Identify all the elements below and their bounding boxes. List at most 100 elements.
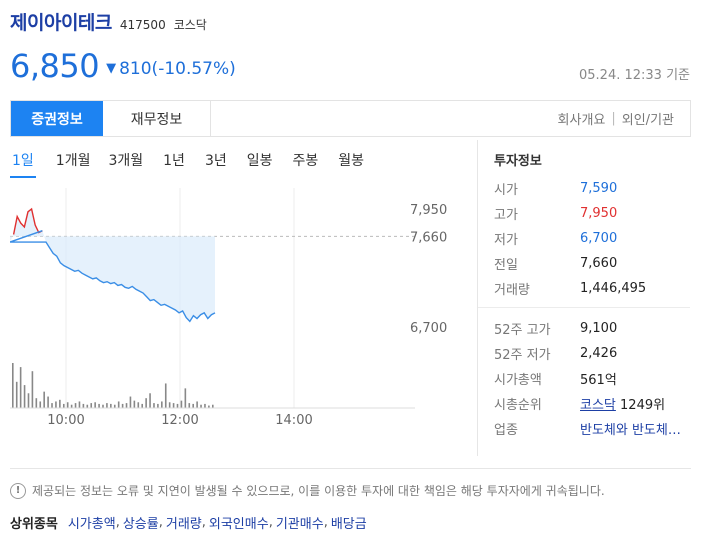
x-tick-label-0: 10:00 — [47, 413, 84, 428]
volume-bar-46 — [192, 403, 194, 408]
volume-bar-9 — [47, 396, 49, 408]
company-overview-link[interactable]: 회사개요 — [557, 113, 606, 128]
top-link-volume[interactable]: 거래량 — [165, 517, 202, 532]
info-row-sector: 업종 반도체와 반도체장비 — [494, 416, 694, 441]
volume-bar-26 — [113, 404, 116, 408]
volume-bar-39 — [164, 383, 167, 408]
top-link-gainers[interactable]: 상승률 — [122, 517, 159, 532]
top-link-market-cap[interactable]: 시가총액 — [67, 517, 116, 532]
volume-bar-21 — [94, 402, 96, 408]
info-divider — [478, 307, 690, 308]
volume-bar-40 — [168, 402, 171, 408]
disclaimer: ! 제공되는 정보는 오류 및 지연이 발생될 수 있으므로, 이를 이용한 투… — [10, 482, 605, 499]
y-tick-label-2: 6,700 — [410, 321, 447, 336]
timestamp: 05.24. 12:33 기준 — [579, 68, 690, 83]
volume-bar-25 — [110, 403, 112, 408]
stock-code: 417500 — [119, 18, 166, 32]
period-selector: 1일 1개월 3개월 1년 3년 일봉 주봉 월봉 — [10, 150, 366, 180]
period-weekly[interactable]: 주봉 — [292, 153, 319, 169]
high52-value: 9,100 — [580, 321, 618, 336]
volume-bar-34 — [145, 398, 147, 408]
horizontal-divider — [10, 468, 691, 469]
volume-bar-6 — [35, 398, 38, 408]
investment-info: 투자정보 시가 7,590 고가 7,950 저가 6,700 전일 7,660… — [478, 150, 694, 441]
volume-bar-48 — [200, 404, 202, 408]
volume-bar-7 — [39, 401, 42, 408]
volume-bar-1 — [15, 381, 18, 408]
rank-market-link[interactable]: 코스닥 — [580, 398, 616, 413]
prev-close-value: 7,660 — [580, 256, 618, 271]
volume-bar-2 — [19, 367, 22, 408]
volume-bar-42 — [176, 403, 179, 408]
intraday-chart[interactable]: 7,950 7,660 6,700 10:00 12:00 14:00 — [10, 188, 470, 433]
high-value: 7,950 — [580, 206, 618, 221]
low-label: 저가 — [494, 233, 518, 248]
volume-bar-22 — [98, 403, 100, 408]
volume-bar-13 — [62, 403, 65, 408]
period-1y[interactable]: 1년 — [163, 153, 185, 169]
tab-financial-info[interactable]: 재무정보 — [103, 101, 211, 136]
volume-bar-41 — [172, 403, 175, 408]
volume-bar-32 — [137, 402, 140, 408]
volume-bar-49 — [204, 403, 206, 408]
rank-label: 시총순위 — [494, 398, 542, 413]
volume-bar-12 — [59, 399, 61, 408]
down-arrow-icon: ▼ — [106, 61, 117, 76]
market-name: 코스닥 — [173, 18, 207, 32]
volume-bar-3 — [23, 385, 26, 408]
separator: | — [611, 111, 616, 126]
y-tick-label-1: 7,660 — [410, 230, 447, 245]
sector-link[interactable]: 반도체와 반도체장비 — [580, 423, 690, 438]
market-cap-value: 561억 — [580, 373, 617, 388]
price-line-down — [10, 230, 216, 323]
volume-bar-35 — [149, 393, 151, 408]
top-link-institution-buy[interactable]: 기관매수 — [275, 517, 324, 532]
top-stocks: 상위종목 시가총액, 상승률, 거래량, 외국인매수, 기관매수, 배당금 — [10, 515, 367, 532]
vertical-divider — [477, 140, 478, 456]
current-price: 6,850 — [10, 47, 100, 85]
rank-value-group: 코스닥 1249위 — [580, 394, 665, 413]
tab-links: 회사개요 | 외인/기관 — [558, 101, 690, 136]
stock-header: 제이아이테크 417500 코스닥 — [10, 8, 207, 36]
info-row-52w-low: 52주 저가 2,426 — [494, 341, 694, 366]
period-1m[interactable]: 1개월 — [55, 153, 91, 169]
volume-bar-51 — [212, 404, 214, 408]
sector-label: 업종 — [494, 423, 518, 438]
tab-securities-info[interactable]: 증권정보 — [11, 101, 103, 136]
open-label: 시가 — [494, 183, 518, 198]
volume-bar-43 — [180, 400, 183, 408]
info-row-open: 시가 7,590 — [494, 176, 694, 201]
price-row: 6,850 ▼ 810(-10.57%) — [10, 44, 236, 86]
low52-value: 2,426 — [580, 346, 618, 361]
volume-bar-10 — [51, 403, 53, 408]
period-3m[interactable]: 3개월 — [108, 153, 144, 169]
volume-value: 1,446,495 — [580, 281, 647, 296]
price-change: 810(-10.57%) — [119, 59, 236, 79]
period-3y[interactable]: 3년 — [204, 153, 227, 169]
volume-bar-45 — [188, 403, 191, 408]
volume-bar-37 — [157, 403, 159, 408]
info-title: 투자정보 — [494, 154, 542, 169]
volume-bar-15 — [70, 404, 73, 408]
volume-bar-36 — [153, 403, 155, 408]
x-tick-label-1: 12:00 — [161, 413, 198, 428]
period-monthly[interactable]: 월봉 — [338, 153, 365, 169]
foreign-institution-link[interactable]: 외인/기관 — [621, 113, 674, 128]
x-tick-label-2: 14:00 — [275, 413, 312, 428]
info-row-prev: 전일 7,660 — [494, 251, 694, 276]
info-row-52w-high: 52주 고가 9,100 — [494, 316, 694, 341]
top-link-foreign-buy[interactable]: 외국인매수 — [208, 517, 269, 532]
high52-label: 52주 고가 — [494, 323, 551, 338]
volume-bar-29 — [125, 403, 128, 408]
top-stocks-title: 상위종목 — [10, 517, 58, 532]
high-label: 고가 — [494, 208, 518, 223]
stock-name[interactable]: 제이아이테크 — [10, 12, 112, 34]
period-1d[interactable]: 1일 — [10, 150, 36, 178]
period-daily[interactable]: 일봉 — [246, 153, 273, 169]
volume-bar-38 — [161, 401, 163, 408]
rank-value: 1249위 — [620, 398, 666, 413]
top-link-dividend[interactable]: 배당금 — [330, 517, 367, 532]
volume-bar-5 — [31, 371, 34, 408]
prev-close-label: 전일 — [494, 258, 518, 273]
volume-bar-0 — [12, 363, 14, 408]
